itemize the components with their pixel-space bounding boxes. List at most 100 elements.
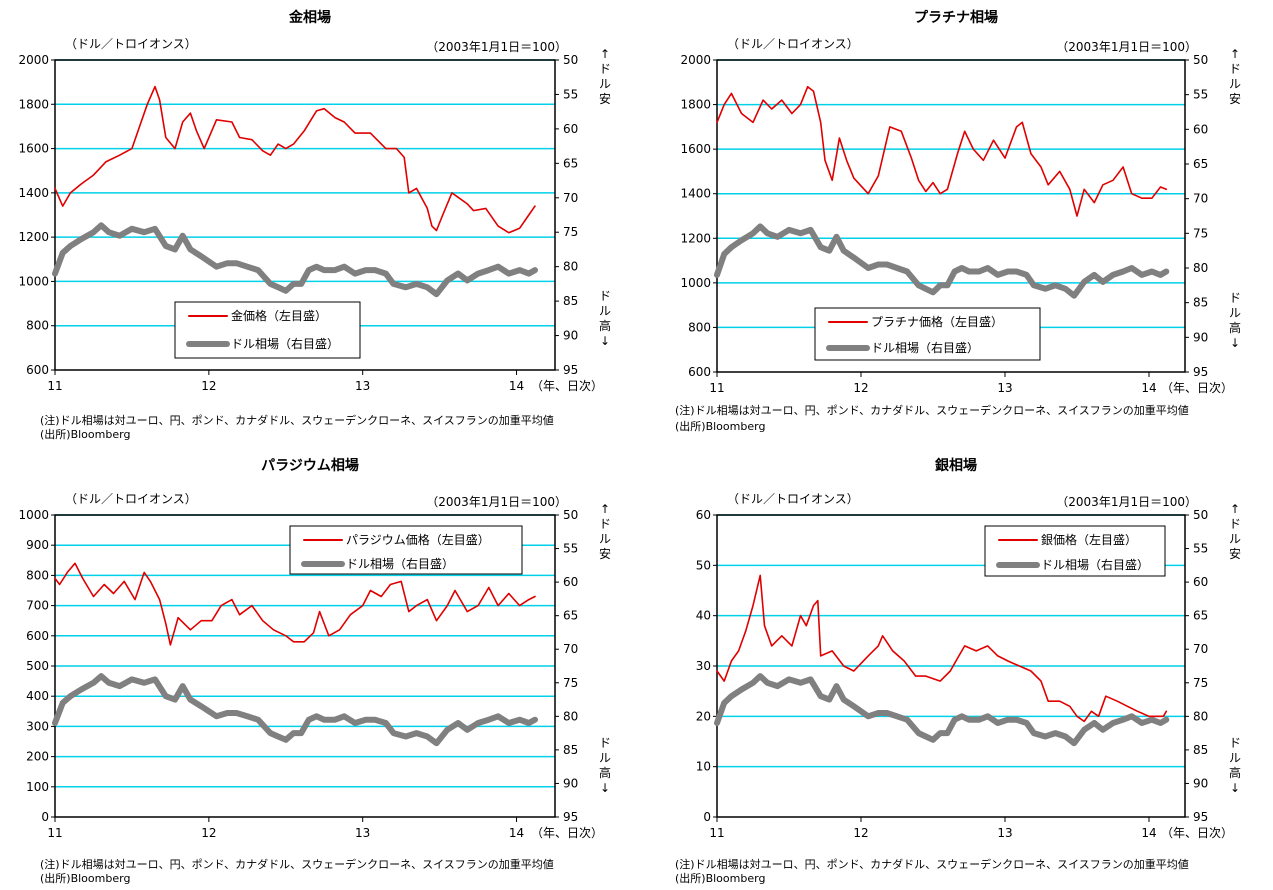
x-tick-label: 13: [355, 826, 370, 840]
y-tick-label-left: 800: [26, 568, 49, 582]
vertical-char: ド: [1229, 62, 1241, 76]
vertical-char: ↑: [600, 502, 610, 516]
y-tick-label-right: 55: [1193, 88, 1208, 102]
vertical-char: 安: [1229, 91, 1241, 106]
vertical-char: ル: [1229, 77, 1241, 91]
chart-source: (出所)Bloomberg: [40, 872, 131, 885]
y-tick-label-left: 600: [688, 365, 711, 379]
legend: プラチナ価格（左目盛） ドル相場（右目盛）: [814, 307, 1041, 361]
vertical-char: 高: [1229, 320, 1241, 335]
right-axis-unit: （2003年1月1日＝100）: [426, 40, 567, 54]
chart-svg-palladium: パラジウム相場（ドル／トロイオンス） （2003年1月1日＝100）1000900…: [18, 457, 611, 840]
y-tick-label-left: 300: [26, 719, 49, 733]
y-tick-label-left: 1200: [18, 230, 49, 244]
y-tick-label-left: 1600: [680, 142, 711, 156]
left-axis-unit: （ドル／トロイオンス）: [65, 37, 197, 51]
x-tick-label: 11: [709, 381, 724, 395]
y-tick-label-left: 0: [41, 810, 49, 824]
y-tick-label-right: 55: [563, 542, 578, 556]
dollar-series-line: [52, 222, 538, 298]
plot-frame: [716, 514, 1186, 818]
x-tick-label: 11: [709, 826, 724, 840]
chart-source: (出所)Bloomberg: [40, 428, 131, 441]
y-tick-label-left: 100: [26, 780, 49, 794]
y-tick-label-right: 85: [1193, 743, 1208, 757]
y-tick-label-right: 90: [563, 776, 578, 790]
y-tick-label-left: 1200: [680, 231, 711, 245]
x-axis-unit: （年、日次）: [1161, 826, 1233, 840]
vertical-char: ↑: [1230, 502, 1240, 516]
chart-source: (出所)Bloomberg: [675, 420, 766, 433]
y-tick-label-right: 85: [1193, 296, 1208, 310]
y-tick-label-left: 10: [696, 760, 711, 774]
x-tick-label: 13: [355, 379, 370, 393]
y-tick-label-right: 85: [563, 743, 578, 757]
y-tick-label-left: 1800: [680, 98, 711, 112]
legend-label: 金価格（左目盛）: [231, 308, 327, 323]
y-tick-label-right: 70: [1193, 192, 1208, 206]
x-tick-label: 14: [509, 379, 524, 393]
x-tick-label: 13: [997, 826, 1012, 840]
plot-frame: [54, 514, 556, 818]
right-top-annotation: ↑ドル安: [599, 47, 611, 106]
vertical-char: ド: [1229, 736, 1241, 750]
price-series-line: [716, 574, 1168, 723]
vertical-char: ル: [1229, 751, 1241, 765]
y-tick-label-left: 60: [696, 508, 711, 522]
y-tick-label-left: 400: [26, 689, 49, 703]
chart-title: パラジウム相場: [261, 457, 359, 474]
y-tick-label-left: 800: [26, 319, 49, 333]
chart-source: (出所)Bloomberg: [675, 872, 766, 885]
dollar-series-line: [714, 673, 1170, 747]
vertical-char: ↓: [1230, 336, 1240, 350]
x-axis-unit: （年、日次）: [531, 379, 603, 393]
vertical-char: ド: [599, 289, 611, 303]
x-tick-label: 11: [47, 379, 62, 393]
legend-label: プラチナ価格（左目盛）: [871, 314, 1003, 329]
y-tick-label-left: 500: [26, 659, 49, 673]
legend-label: ドル相場（右目盛）: [871, 340, 979, 355]
y-tick-label-left: 1400: [18, 186, 49, 200]
legend-label: 銀価格（左目盛）: [1041, 532, 1137, 547]
chart-panel-silver: 銀相場 （ドル／トロイオンス） （2003年1月1日＝100） 60 50 40 30 20 1…: [655, 440, 1273, 885]
y-tick-label-left: 40: [696, 609, 711, 623]
right-bottom-annotation: ドル高↓: [599, 736, 611, 795]
left-axis-unit: （ドル／トロイオンス）: [727, 37, 859, 51]
y-tick-label-right: 60: [1193, 122, 1208, 136]
y-tick-label-right: 65: [563, 156, 578, 170]
y-tick-label-right: 50: [1193, 508, 1208, 522]
vertical-char: 高: [599, 765, 611, 780]
price-series-line: [54, 85, 536, 234]
y-tick-label-right: 50: [563, 508, 578, 522]
chart-title: 銀相場: [935, 457, 977, 474]
y-tick-label-left: 1800: [18, 97, 49, 111]
y-tick-label-left: 1000: [18, 508, 49, 522]
left-axis-unit: （ドル／トロイオンス）: [727, 492, 859, 506]
vertical-char: ド: [599, 62, 611, 76]
vertical-char: ル: [599, 532, 611, 546]
vertical-char: ル: [599, 751, 611, 765]
legend-label: ドル相場（右目盛）: [346, 556, 454, 571]
y-tick-label-right: 80: [1193, 709, 1208, 723]
chart-note: (注)ドル相場は対ユーロ、円、ポンド、カナダドル、スウェーデンクローネ、スイスフ…: [675, 858, 1189, 871]
price-series-line: [54, 562, 536, 646]
legend-box: [174, 301, 361, 359]
chart-panel-palladium: パラジウム相場 （ドル／トロイオンス） （2003年1月1日＝100） 1000 900…: [0, 440, 620, 885]
y-tick-label-right: 95: [1193, 810, 1208, 824]
x-tick-label: 14: [509, 826, 524, 840]
right-bottom-annotation: ドル高↓: [1229, 736, 1241, 795]
chart-panel-gold: 金相場 （ドル／トロイオンス） （2003年1月1日＝100） 2000 1800 160…: [0, 0, 620, 441]
chart-note: (注)ドル相場は対ユーロ、円、ポンド、カナダドル、スウェーデンクローネ、スイスフ…: [40, 414, 554, 427]
plot-frame: [54, 59, 556, 371]
y-tick-label-right: 70: [563, 191, 578, 205]
y-tick-label-right: 75: [1193, 676, 1208, 690]
y-tick-label-left: 1400: [680, 187, 711, 201]
chart-note: (注)ドル相場は対ユーロ、円、ポンド、カナダドル、スウェーデンクローネ、スイスフ…: [40, 858, 554, 871]
x-tick-label: 14: [1141, 826, 1156, 840]
y-tick-label-right: 90: [563, 329, 578, 343]
right-axis-unit: （2003年1月1日＝100）: [1056, 40, 1197, 54]
x-axis-unit: （年、日次）: [531, 826, 603, 840]
y-tick-label-left: 600: [26, 363, 49, 377]
y-tick-label-right: 95: [1193, 365, 1208, 379]
legend-label: ドル相場（右目盛）: [231, 336, 339, 351]
